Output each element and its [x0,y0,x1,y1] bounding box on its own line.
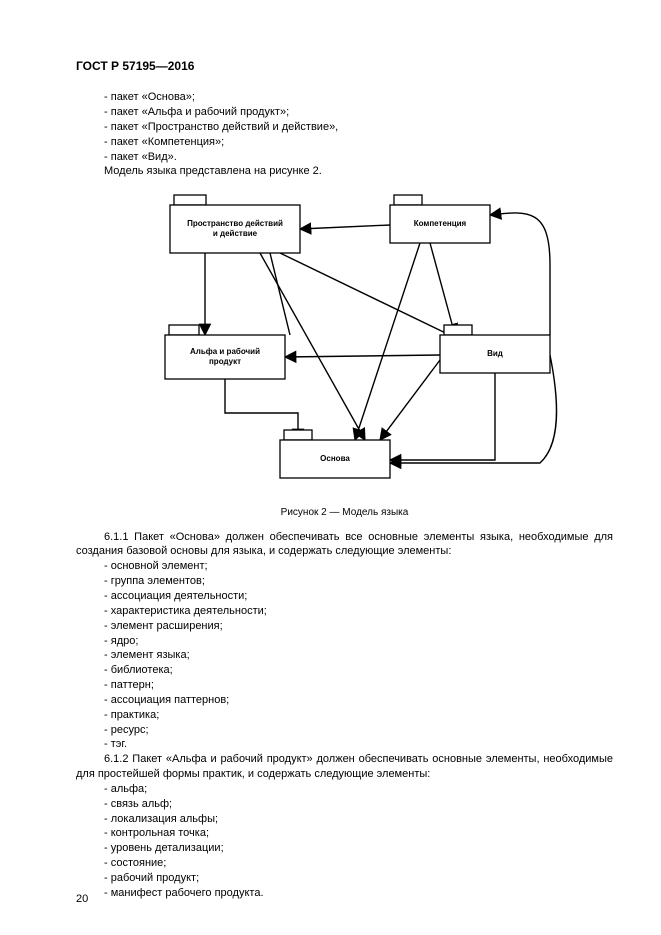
section-612-lead: 6.1.2 Пакет «Альфа и рабочий продукт» до… [76,752,613,782]
svg-text:Основа: Основа [320,454,350,463]
page-number: 20 [76,892,88,907]
package-kompetentsiya: Компетенция [390,195,490,243]
section-611-item: библиотека; [104,663,613,678]
section-612-item: локализация альфы; [104,812,613,827]
intro-bullet-item: пакет «Вид». [104,150,613,165]
package-prostranstvo: Пространство действийи действие [170,195,300,253]
svg-text:и действие: и действие [212,229,257,238]
nodes-group: Пространство действийи действие Компетенц… [165,195,550,478]
section-611-item: основной элемент; [104,559,613,574]
section-611-item: ядро; [104,634,613,649]
section-611-item: ассоциация деятельности; [104,589,613,604]
package-vid: Вид [440,325,550,373]
intro-bullet-item: пакет «Основа»; [104,90,613,105]
section-612-item: состояние; [104,856,613,871]
uml-package-diagram: Пространство действийи действие Компетенц… [130,185,560,495]
intro-bullet-list: пакет «Основа»;пакет «Альфа и рабочий пр… [104,90,613,164]
svg-text:продукт: продукт [208,357,240,366]
section-611-item: ресурс; [104,723,613,738]
section-611-item: паттерн; [104,678,613,693]
section-611-item: тэг. [104,737,613,752]
package-osnova: Основа [280,430,390,478]
intro-bullet-item: пакет «Альфа и рабочий продукт»; [104,105,613,120]
section-612-item: альфа; [104,782,613,797]
figure-caption: Рисунок 2 — Модель языка [76,506,613,520]
package-alfa: Альфа и рабочийпродукт [165,325,285,379]
svg-text:Альфа и рабочий: Альфа и рабочий [189,347,259,356]
section-612-item: уровень детализации; [104,841,613,856]
section-611-item: ассоциация паттернов; [104,693,613,708]
svg-text:Пространство действий: Пространство действий [187,219,283,228]
section-612-item: манифест рабочего продукта. [104,886,613,901]
intro-bullet-item: пакет «Пространство действий и действие»… [104,120,613,135]
figure-2-diagram: Пространство действийи действие Компетенц… [130,185,560,500]
section-611-item: элемент расширения; [104,619,613,634]
page: ГОСТ Р 57195—2016 пакет «Основа»;пакет «… [0,0,661,935]
svg-text:Вид: Вид [487,349,503,358]
section-611-item: элемент языка; [104,648,613,663]
section-612-item: контрольная точка; [104,826,613,841]
section-611-item: характеристика деятельности; [104,604,613,619]
section-611-list: основной элемент;группа элементов;ассоци… [104,559,613,752]
section-612-item: рабочий продукт; [104,871,613,886]
model-intro-line: Модель языка представлена на рисунке 2. [104,164,613,179]
section-611-item: практика; [104,708,613,723]
section-611-item: группа элементов; [104,574,613,589]
section-611-lead: 6.1.1 Пакет «Основа» должен обеспечивать… [76,530,613,560]
svg-text:Компетенция: Компетенция [413,219,466,228]
doc-header: ГОСТ Р 57195—2016 [76,58,613,74]
section-612-list: альфа;связь альф;локализация альфы;контр… [104,782,613,901]
intro-bullet-item: пакет «Компетенция»; [104,135,613,150]
section-612-item: связь альф; [104,797,613,812]
